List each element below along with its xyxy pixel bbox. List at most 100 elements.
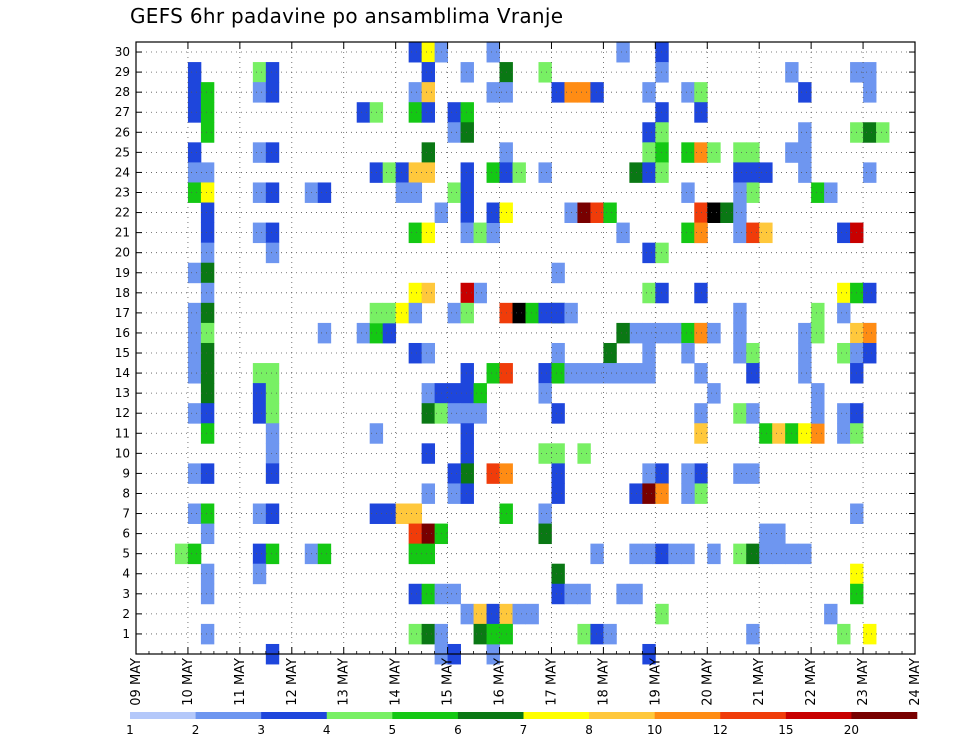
heatmap-cell <box>811 403 825 424</box>
heatmap-cell <box>187 403 202 424</box>
x-tick-label: 20 MAY <box>700 658 715 706</box>
heatmap-cell <box>187 82 202 103</box>
plot-frame <box>135 41 916 655</box>
heatmap-cell <box>187 102 202 123</box>
heatmap-cell <box>603 202 617 223</box>
heatmap-cell <box>447 182 461 203</box>
heatmap-cell <box>421 62 436 83</box>
heatmap-cell <box>252 182 267 203</box>
heatmap-cell <box>642 322 656 344</box>
y-tick-label: 26 <box>115 125 130 139</box>
heatmap-cell <box>577 82 591 103</box>
heatmap-cell <box>265 543 280 565</box>
heatmap-cell <box>590 82 604 103</box>
heatmap-cell <box>356 102 371 123</box>
x-tick-label: 19 MAY <box>648 658 663 706</box>
heatmap-cell <box>681 463 695 484</box>
heatmap-cell <box>200 503 215 524</box>
heatmap-cell <box>200 262 215 284</box>
heatmap-cell <box>252 403 267 424</box>
heatmap-cell <box>681 483 695 504</box>
heatmap-cell <box>447 302 461 324</box>
heatmap-cell <box>577 623 591 645</box>
legend-label: 12 <box>713 723 728 737</box>
heatmap-cell <box>265 383 280 404</box>
heatmap-cell <box>486 202 500 223</box>
heatmap-cell <box>382 322 397 344</box>
y-tick-label: 16 <box>115 326 130 340</box>
heatmap-cell <box>460 483 474 504</box>
heatmap-cell <box>772 423 786 444</box>
heatmap-cell <box>655 603 669 625</box>
heatmap-cell <box>837 423 851 444</box>
heatmap-cell <box>187 342 202 364</box>
heatmap-cell <box>447 583 461 605</box>
heatmap-cell <box>408 583 423 605</box>
heatmap-cell <box>512 603 526 625</box>
heatmap-cell <box>655 543 669 565</box>
heatmap-cell <box>265 423 280 444</box>
heatmap-cell <box>421 523 436 545</box>
legend-color-swatch <box>130 712 196 719</box>
heatmap-cell <box>551 563 565 585</box>
heatmap-cell <box>811 182 825 203</box>
y-tick-label: 20 <box>115 246 130 260</box>
heatmap-cell <box>824 603 838 625</box>
heatmap-cell <box>382 162 397 183</box>
heatmap-cell <box>460 62 474 83</box>
heatmap-cell <box>759 162 773 183</box>
heatmap-cell <box>265 443 280 464</box>
heatmap-cell <box>421 82 436 103</box>
legend-color-swatch <box>720 712 787 719</box>
heatmap-cell <box>681 82 695 103</box>
heatmap-cell <box>655 142 669 163</box>
heatmap-cell <box>668 543 682 565</box>
heatmap-cell <box>460 423 474 444</box>
heatmap-cell <box>252 222 267 244</box>
heatmap-cell <box>421 102 436 123</box>
heatmap-cell <box>733 302 747 324</box>
heatmap-cell <box>187 363 202 384</box>
heatmap-cell <box>733 403 747 424</box>
heatmap-cell <box>616 42 630 63</box>
heatmap-cell <box>655 483 669 504</box>
x-tick-label: 15 MAY <box>441 658 456 706</box>
legend-color-swatch <box>457 712 524 719</box>
heatmap-cell <box>252 363 267 384</box>
x-tick-label: 11 MAY <box>233 658 248 706</box>
heatmap-cell <box>265 182 280 203</box>
heatmap-cell <box>746 342 760 364</box>
heatmap-cell <box>655 42 669 63</box>
heatmap-cell <box>642 282 656 304</box>
heatmap-cell <box>616 222 630 244</box>
legend-color-swatch <box>851 712 918 719</box>
heatmap-cell <box>824 182 838 203</box>
heatmap-cell <box>538 523 552 545</box>
heatmap-cell <box>733 463 747 484</box>
heatmap-cell <box>694 483 708 504</box>
y-tick-label: 17 <box>115 306 130 320</box>
heatmap-cell <box>655 162 669 183</box>
heatmap-cell <box>707 142 721 163</box>
heatmap-cell <box>655 122 669 143</box>
heatmap-cell <box>551 483 565 504</box>
heatmap-cell <box>694 142 708 163</box>
heatmap-cell <box>460 282 474 304</box>
heatmap-cell <box>460 202 474 223</box>
heatmap-cell <box>408 623 423 645</box>
heatmap-cell <box>187 503 202 524</box>
heatmap-cell <box>200 563 215 585</box>
heatmap-cell <box>486 222 500 244</box>
heatmap-cell <box>733 543 747 565</box>
heatmap-cell <box>408 82 423 103</box>
heatmap-cell <box>863 282 877 304</box>
heatmap-cell <box>460 383 474 404</box>
heatmap-cell <box>798 162 812 183</box>
heatmap-cell <box>642 363 656 384</box>
heatmap-cell <box>486 623 500 645</box>
heatmap-cell <box>265 503 280 524</box>
x-tick-label: 22 MAY <box>804 658 819 706</box>
heatmap-cell <box>590 543 604 565</box>
heatmap-cell <box>265 463 280 484</box>
